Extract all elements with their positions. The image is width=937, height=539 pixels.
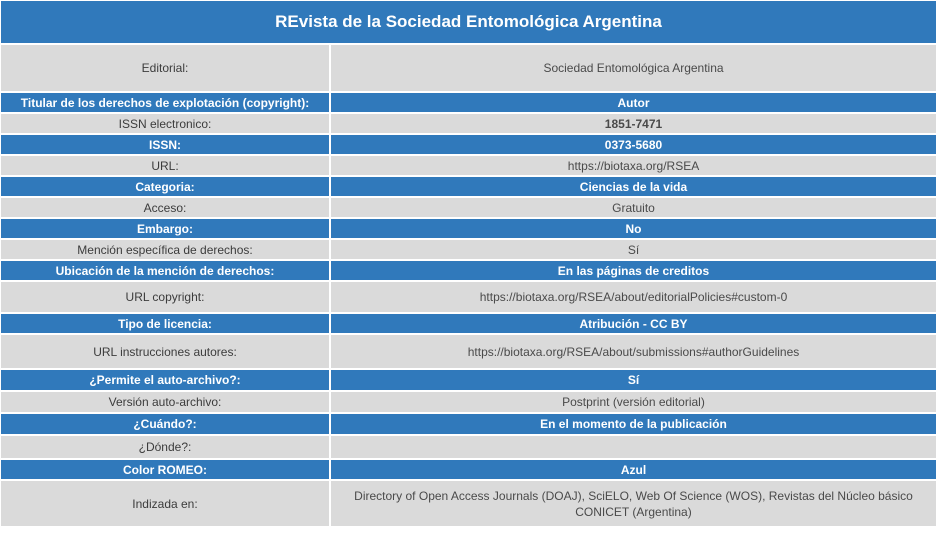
row-value: https://biotaxa.org/RSEA [331, 156, 936, 177]
row-value: Azul [331, 460, 936, 481]
row-label: Categoria: [1, 177, 331, 198]
row-value: Gratuito [331, 198, 936, 219]
table-row: Embargo: No [1, 219, 936, 240]
table-row: ISSN: 0373-5680 [1, 135, 936, 156]
table-row: Editorial: Sociedad Entomológica Argenti… [1, 45, 936, 93]
table-row: ¿Permite el auto-archivo?: Sí [1, 370, 936, 392]
table-row: Indizada en: Directory of Open Access Jo… [1, 481, 936, 528]
page-title: REvista de la Sociedad Entomológica Arge… [1, 1, 936, 45]
row-label: Tipo de licencia: [1, 314, 331, 335]
row-value: En el momento de la publicación [331, 414, 936, 436]
table-row: ¿Cuándo?: En el momento de la publicació… [1, 414, 936, 436]
table-row: URL: https://biotaxa.org/RSEA [1, 156, 936, 177]
row-label: ¿Dónde?: [1, 436, 331, 460]
row-label: ¿Permite el auto-archivo?: [1, 370, 331, 392]
table-row: Mención específica de derechos: Sí [1, 240, 936, 261]
table-row: Categoria: Ciencias de la vida [1, 177, 936, 198]
table-row: Titular de los derechos de explotación (… [1, 93, 936, 114]
row-label: ISSN electronico: [1, 114, 331, 135]
table-row: URL copyright: https://biotaxa.org/RSEA/… [1, 282, 936, 314]
row-label: ¿Cuándo?: [1, 414, 331, 436]
row-value: No [331, 219, 936, 240]
table-row: Acceso: Gratuito [1, 198, 936, 219]
row-label: URL: [1, 156, 331, 177]
row-value: https://biotaxa.org/RSEA/about/submissio… [331, 335, 936, 370]
table-row: Tipo de licencia: Atribución - CC BY [1, 314, 936, 335]
row-value [331, 436, 936, 460]
row-value: Directory of Open Access Journals (DOAJ)… [331, 481, 936, 528]
row-label: URL instrucciones autores: [1, 335, 331, 370]
table-row: Versión auto-archivo: Postprint (versión… [1, 392, 936, 414]
row-label: Color ROMEO: [1, 460, 331, 481]
row-value: 0373-5680 [331, 135, 936, 156]
row-label: Versión auto-archivo: [1, 392, 331, 414]
row-value: Sí [331, 240, 936, 261]
row-value: Autor [331, 93, 936, 114]
row-value: Sociedad Entomológica Argentina [331, 45, 936, 93]
table-row: ¿Dónde?: [1, 436, 936, 460]
table-row: Color ROMEO: Azul [1, 460, 936, 481]
row-value: Sí [331, 370, 936, 392]
row-label: ISSN: [1, 135, 331, 156]
row-label: Editorial: [1, 45, 331, 93]
row-value: 1851-7471 [331, 114, 936, 135]
row-value: Atribución - CC BY [331, 314, 936, 335]
row-label: Ubicación de la mención de derechos: [1, 261, 331, 282]
table-row: ISSN electronico: 1851-7471 [1, 114, 936, 135]
row-label: Indizada en: [1, 481, 331, 528]
journal-info-table: Editorial: Sociedad Entomológica Argenti… [1, 45, 936, 528]
row-label: Embargo: [1, 219, 331, 240]
row-value: https://biotaxa.org/RSEA/about/editorial… [331, 282, 936, 314]
table-row: URL instrucciones autores: https://biota… [1, 335, 936, 370]
row-label: URL copyright: [1, 282, 331, 314]
row-label: Acceso: [1, 198, 331, 219]
row-value: En las páginas de creditos [331, 261, 936, 282]
table-row: Ubicación de la mención de derechos: En … [1, 261, 936, 282]
row-value: Postprint (versión editorial) [331, 392, 936, 414]
row-label: Mención específica de derechos: [1, 240, 331, 261]
row-label: Titular de los derechos de explotación (… [1, 93, 331, 114]
row-value: Ciencias de la vida [331, 177, 936, 198]
